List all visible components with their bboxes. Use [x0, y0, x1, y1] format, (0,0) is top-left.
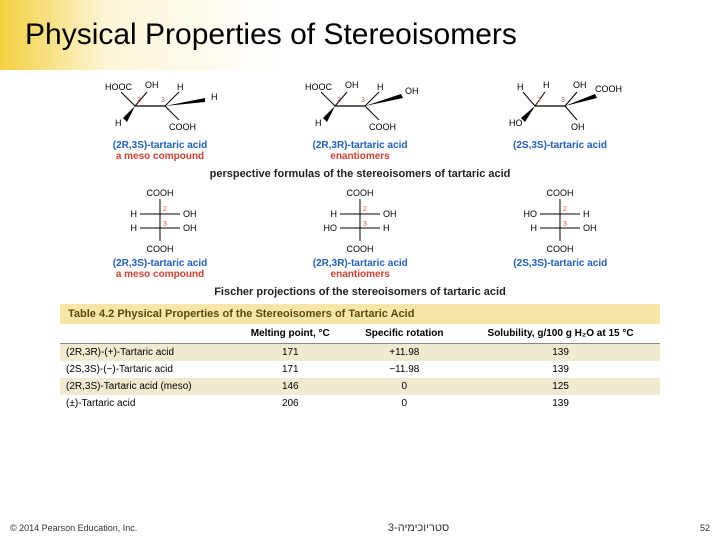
fischer-1-sub: a meso compound: [116, 269, 204, 280]
footer: © 2014 Pearson Education, Inc. 3-סטריוכי…: [0, 522, 720, 534]
svg-text:2: 2: [163, 206, 167, 213]
svg-text:HO: HO: [524, 209, 538, 219]
svg-text:H: H: [517, 82, 524, 92]
svg-text:COOH: COOH: [146, 188, 173, 198]
svg-text:2: 2: [137, 97, 141, 104]
svg-text:COOH: COOH: [547, 188, 574, 198]
svg-text:OH: OH: [583, 223, 597, 233]
svg-text:2: 2: [363, 206, 367, 213]
svg-text:OH: OH: [405, 86, 419, 96]
fischer-3-name: (2S,3S)-tartaric acid: [513, 258, 607, 269]
svg-text:H: H: [130, 223, 137, 233]
svg-text:3: 3: [361, 97, 365, 104]
table-row: (2S,3S)-(−)-Tartaric acid 171 −11.98 139: [60, 361, 660, 378]
svg-text:3: 3: [563, 221, 567, 228]
svg-text:OH: OH: [573, 80, 587, 90]
svg-text:H: H: [531, 223, 538, 233]
table-row: (2R,3S)-Tartaric acid (meso) 146 0 125: [60, 378, 660, 395]
svg-text:H: H: [383, 223, 390, 233]
svg-text:H: H: [211, 92, 218, 102]
svg-text:COOH: COOH: [347, 244, 374, 254]
svg-text:3: 3: [163, 221, 167, 228]
fischer-2-name: (2R,3R)-tartaric acid: [313, 258, 408, 269]
svg-text:OH: OH: [571, 122, 585, 132]
page-number: 52: [700, 523, 710, 533]
title-bar: Physical Properties of Stereoisomers: [0, 0, 720, 70]
fischer-2: COOH H OH HO H COOH 2 3 (2R,3R)-tartaric…: [313, 186, 408, 280]
caption-fischer: Fischer projections of the stereoisomers…: [60, 286, 660, 298]
svg-text:H: H: [583, 209, 590, 219]
col-0: [60, 324, 233, 344]
svg-text:3: 3: [161, 97, 165, 104]
struct-1-sub: a meso compound: [116, 151, 204, 162]
struct-1-name: (2R,3S)-tartaric acid: [113, 140, 207, 151]
svg-text:H: H: [543, 80, 550, 90]
svg-text:H: H: [331, 209, 338, 219]
content-area: HOOC OH H H H COOH 2 3 (2R,3S)-tartaric …: [0, 70, 720, 412]
col-3: Solubility, g/100 g H₂O at 15 °C: [461, 324, 660, 344]
svg-text:COOH: COOH: [169, 122, 196, 132]
svg-text:H: H: [177, 82, 184, 92]
perspective-2: HOOC OH H OH H COOH 2 3 (2R,3R)-tartaric…: [295, 78, 425, 162]
col-1: Melting point, °C: [233, 324, 347, 344]
fischer-2-sub: enantiomers: [331, 269, 390, 280]
svg-text:2: 2: [337, 97, 341, 104]
svg-text:H: H: [377, 82, 384, 92]
svg-text:H: H: [130, 209, 137, 219]
svg-text:OH: OH: [345, 80, 359, 90]
svg-text:3: 3: [561, 97, 565, 104]
perspective-row: HOOC OH H H H COOH 2 3 (2R,3S)-tartaric …: [60, 78, 660, 162]
svg-text:2: 2: [537, 97, 541, 104]
properties-table-body: Melting point, °C Specific rotation Solu…: [60, 324, 660, 412]
svg-text:2: 2: [563, 206, 567, 213]
svg-text:COOH: COOH: [146, 244, 173, 254]
page-title: Physical Properties of Stereoisomers: [25, 18, 517, 52]
svg-text:H: H: [115, 118, 122, 128]
svg-text:COOH: COOH: [547, 244, 574, 254]
svg-text:COOH: COOH: [595, 84, 622, 94]
svg-text:HOOC: HOOC: [305, 82, 333, 92]
svg-text:COOH: COOH: [369, 122, 396, 132]
svg-text:HOOC: HOOC: [105, 82, 133, 92]
fischer-1: COOH H OH H OH COOH 2 3 (2R,3S)-tartaric…: [113, 186, 207, 280]
svg-text:H: H: [315, 118, 322, 128]
copyright: © 2014 Pearson Education, Inc.: [10, 523, 137, 533]
fischer-3: COOH HO H H OH COOH 2 3 (2S,3S)-tartaric…: [513, 186, 607, 280]
caption-perspective: perspective formulas of the stereoisomer…: [60, 168, 660, 180]
col-2: Specific rotation: [348, 324, 462, 344]
perspective-1: HOOC OH H H H COOH 2 3 (2R,3S)-tartaric …: [95, 78, 225, 162]
svg-text:OH: OH: [383, 209, 397, 219]
struct-3-name: (2S,3S)-tartaric acid: [513, 140, 607, 151]
svg-text:OH: OH: [183, 209, 197, 219]
footer-center: 3-סטריוכימיה: [388, 522, 449, 534]
fischer-row: COOH H OH H OH COOH 2 3 (2R,3S)-tartaric…: [60, 186, 660, 280]
svg-text:HO: HO: [509, 118, 523, 128]
svg-text:HO: HO: [324, 223, 338, 233]
fischer-1-name: (2R,3S)-tartaric acid: [113, 258, 207, 269]
svg-text:COOH: COOH: [347, 188, 374, 198]
struct-2-name: (2R,3R)-tartaric acid: [312, 140, 407, 151]
struct-2-sub: enantiomers: [330, 151, 389, 162]
properties-table: Table 4.2 Physical Properties of the Ste…: [60, 304, 660, 412]
perspective-3: H H OH COOH HO OH 2 3 (2S,3S)-tartaric a…: [495, 78, 625, 162]
table-row: (2R,3R)-(+)-Tartaric acid 171 +11.98 139: [60, 344, 660, 362]
svg-text:OH: OH: [183, 223, 197, 233]
table-title: Table 4.2 Physical Properties of the Ste…: [60, 304, 660, 324]
svg-text:3: 3: [363, 221, 367, 228]
table-row: (±)-Tartaric acid 206 0 139: [60, 395, 660, 412]
svg-text:OH: OH: [145, 80, 159, 90]
